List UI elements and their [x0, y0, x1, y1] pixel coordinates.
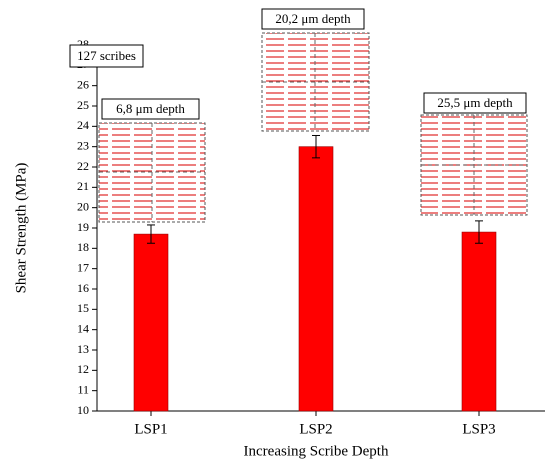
x-axis-title: Increasing Scribe Depth	[244, 443, 389, 459]
annotation: 127 scribes	[77, 48, 136, 63]
y-tick-label: 12	[77, 362, 89, 376]
annotation-box	[261, 8, 365, 30]
annotation: 6,8 μm depth	[116, 101, 185, 116]
y-tick-label: 15	[77, 301, 89, 315]
bar	[461, 231, 497, 412]
y-tick-label: 18	[77, 240, 89, 254]
annotation-box	[101, 98, 200, 120]
y-tick-label: 25	[77, 98, 89, 112]
y-tick-label: 23	[77, 138, 89, 152]
x-tick-label: LSP2	[299, 421, 332, 437]
bar	[133, 233, 169, 412]
x-tick-label: LSP1	[134, 421, 167, 437]
bar	[298, 146, 334, 412]
y-tick-label: 21	[77, 179, 89, 193]
y-tick-label: 20	[77, 199, 89, 213]
y-tick-label: 24	[77, 118, 89, 132]
y-tick-label: 16	[77, 281, 89, 295]
scribe-image	[261, 32, 370, 132]
y-tick-label: 11	[77, 382, 89, 396]
y-tick-label: 17	[77, 260, 89, 274]
scribe-image	[420, 114, 528, 216]
y-tick-label: 22	[77, 159, 89, 173]
annotation-box	[69, 44, 144, 68]
annotation-box	[423, 92, 527, 114]
y-axis-title: Shear Strength (MPa)	[13, 163, 29, 294]
annotation: 25,5 μm depth	[437, 95, 513, 110]
y-tick-label: 26	[77, 77, 89, 91]
y-tick-label: 10	[77, 403, 89, 417]
scribe-image	[98, 122, 206, 223]
annotation: 20,2 μm depth	[275, 11, 351, 26]
x-tick-label: LSP3	[462, 421, 495, 437]
y-tick-label: 13	[77, 342, 89, 356]
y-tick-label: 19	[77, 220, 89, 234]
y-tick-label: 14	[77, 321, 89, 335]
